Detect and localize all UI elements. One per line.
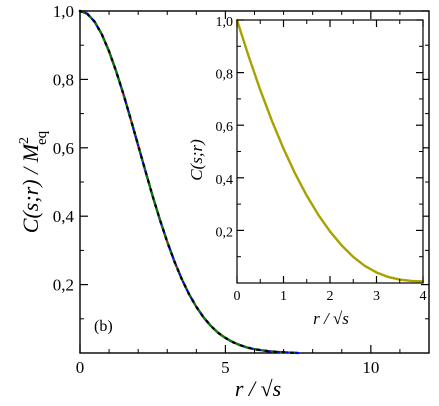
main-y-axis-label-sub: eq [34, 130, 50, 145]
main-y-tick-label: 0,6 [53, 139, 74, 158]
inset-y-tick-label: 0,6 [216, 120, 234, 135]
inset-y-tick-label: 0,4 [216, 173, 234, 188]
inset-y-tick-label: 0,2 [216, 225, 234, 240]
main-y-tick-label: 1,0 [53, 2, 74, 21]
main-x-axis-label: r / √s [235, 376, 281, 401]
inset-series-line-1 [235, 18, 425, 283]
main-ticks: 0 5 100,20,40,60,81,0 [53, 2, 430, 377]
main-y-axis-label: C(s;r) / M2 eq [17, 130, 50, 233]
main-y-tick-label: 0,4 [53, 207, 75, 226]
main-curves [78, 9, 300, 355]
inset-ticks: 0 1 2 3 4 0,2 0,4 0,6 0,8 1,0 [216, 15, 427, 304]
panel-label: (b) [94, 318, 113, 335]
inset-x-tick-label: 2 [327, 289, 334, 304]
inset-plot-frame [236, 19, 424, 284]
main-x-tick-label: 5 [221, 358, 230, 377]
inset-x-tick-label: 1 [280, 289, 287, 304]
main-x-tick-label: 0 [76, 358, 85, 377]
main-x-tick-label: 10 [362, 358, 379, 377]
main-y-tick-label: 0,2 [53, 276, 74, 295]
inset-x-axis-label: r / √s [313, 309, 349, 328]
inset-curves [235, 18, 425, 283]
inset-x-tick-label: 3 [373, 289, 380, 304]
inset-x-tick-label: 0 [234, 289, 241, 304]
inset-chart: 0 1 2 3 4 0,2 0,4 0,6 0,8 1,0 r / √s C(s;r) [187, 15, 427, 328]
inset-y-tick-label: 1,0 [216, 15, 234, 30]
main-y-tick-label: 0,8 [53, 70, 74, 89]
main-y-axis-label-sup: 2 [17, 137, 32, 144]
main-y-axis-label-main: C(s;r) / M [18, 142, 43, 233]
inset-y-axis-label: C(s;r) [187, 139, 206, 181]
main-series-line-4 [78, 9, 300, 355]
inset-y-tick-label: 0,8 [216, 68, 234, 83]
inset-x-tick-label: 4 [420, 289, 427, 304]
main-chart: 0 5 100,20,40,60,81,0 (b) r / √s C(s;r) / … [17, 2, 430, 401]
